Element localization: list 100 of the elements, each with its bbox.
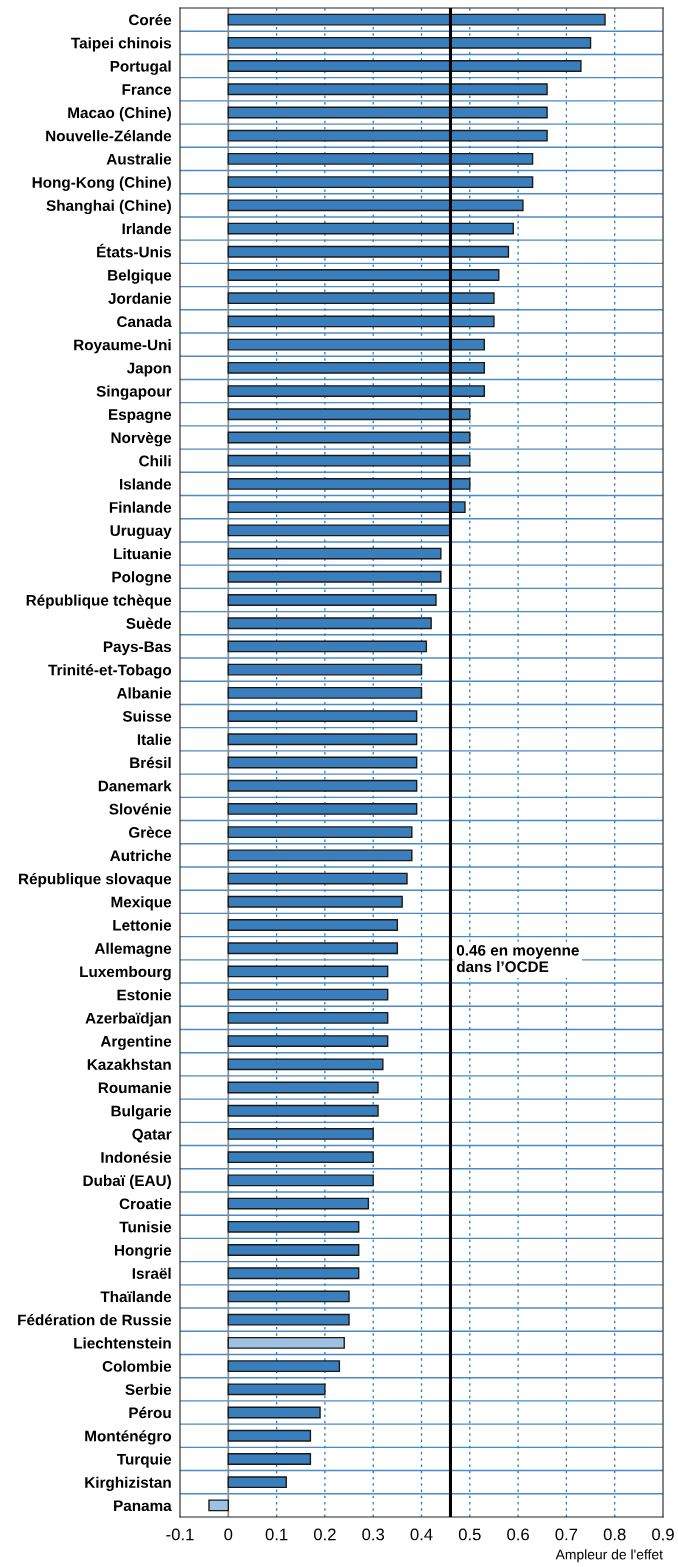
x-tick-label: 0.7 (555, 1528, 578, 1541)
bar (227, 895, 403, 908)
bar (227, 686, 423, 699)
bar (227, 315, 495, 328)
y-tick-label: Liechtenstein (74, 1337, 171, 1349)
x-axis-title: Ampleur de l'effet (555, 1549, 663, 1563)
bar (227, 338, 485, 351)
y-tick-label: Corée (128, 13, 172, 26)
y-tick-label: Dubaï (EAU) (83, 1174, 171, 1190)
bar (227, 1197, 370, 1210)
y-tick-label: Irlande (122, 223, 172, 235)
x-tick-label: 0.3 (362, 1528, 385, 1541)
y-tick-label: Grèce (128, 826, 172, 838)
bar (227, 1174, 374, 1187)
x-tick-label: -0.1 (166, 1528, 194, 1541)
bar (208, 1499, 229, 1512)
y-tick-label: Albanie (116, 687, 172, 699)
x-tick-label: 0.9 (652, 1528, 674, 1541)
bar (227, 501, 466, 514)
bar (227, 1476, 287, 1489)
y-tick-label: Panama (114, 1500, 172, 1512)
y-tick-label: Royaume-Uni (74, 339, 171, 354)
bar (227, 524, 452, 537)
bar (227, 1429, 312, 1442)
x-tick-label: 0.6 (507, 1528, 529, 1541)
y-tick-label: Pologne (112, 571, 172, 586)
y-tick-label: Trinité-et-Tobago (48, 664, 172, 679)
bar (227, 1406, 321, 1419)
bar (227, 965, 389, 978)
bar (227, 710, 418, 722)
bar (227, 733, 418, 746)
y-tick-label: Belgique (108, 269, 172, 284)
bar (227, 663, 423, 676)
x-tick-label: 0.1 (265, 1528, 288, 1541)
y-tick-label: Monténégro (85, 1430, 172, 1445)
y-tick-label: Israël (132, 1267, 171, 1279)
bar (227, 942, 399, 955)
x-tick-label: 0.8 (603, 1528, 626, 1541)
y-tick-label: Lituanie (114, 548, 172, 560)
bar (227, 408, 471, 421)
y-tick-label: Luxembourg (80, 965, 171, 981)
y-tick-label: Nouvelle-Zélande (46, 130, 172, 142)
bar (227, 1360, 341, 1373)
y-tick-label: Autriche (110, 849, 172, 862)
bar (227, 1151, 374, 1164)
bar (227, 106, 548, 119)
y-tick-label: Allemagne (94, 942, 172, 957)
bar (227, 269, 500, 281)
y-tick-label: Pérou (129, 1406, 171, 1419)
y-tick-label: Italie (137, 733, 172, 745)
bar (227, 640, 428, 653)
y-tick-label: Pays-Bas (103, 641, 172, 656)
bar (227, 1081, 379, 1094)
x-tick-label: 0.2 (313, 1528, 336, 1541)
bar (227, 129, 548, 142)
y-tick-label: États-Unis (97, 243, 172, 258)
y-tick-label: Portugal (110, 60, 171, 75)
y-tick-label: Estonie (117, 989, 172, 1001)
y-tick-label: Mexique (111, 896, 172, 911)
bar (227, 1453, 312, 1465)
x-tick-label: 0.4 (410, 1528, 433, 1541)
bar (227, 547, 442, 560)
y-tick-label: Argentine (100, 1035, 172, 1050)
bar (227, 431, 471, 444)
bar (227, 36, 592, 49)
bar (227, 919, 399, 931)
bar (227, 872, 408, 885)
bar (227, 245, 510, 258)
bar (227, 361, 485, 374)
bar (227, 617, 432, 630)
y-tick-label: Brésil (130, 756, 171, 769)
y-tick-label: Indonésie (101, 1151, 172, 1163)
bar (227, 756, 418, 769)
x-tick-label: 0.5 (458, 1528, 481, 1541)
y-tick-label: Macao (Chine) (68, 106, 171, 122)
x-tick-label: 0 (224, 1528, 233, 1541)
bar (227, 594, 437, 606)
y-tick-label: Colombie (102, 1360, 172, 1372)
ref-line-label: 0.46 en moyenne dans l’OCDE (456, 944, 579, 973)
y-tick-label: Hong-Kong (Chine) (32, 176, 171, 191)
bar (227, 13, 606, 26)
y-tick-label: Finlande (109, 501, 172, 513)
bar (227, 570, 442, 583)
y-tick-label: Suède (126, 617, 172, 629)
bar (227, 1244, 360, 1256)
y-tick-label: Chili (139, 455, 171, 467)
y-tick-label: Australie (106, 153, 172, 165)
y-tick-label: République slovaque (19, 872, 172, 888)
bar (227, 292, 495, 305)
y-tick-label: Norvège (111, 431, 172, 447)
bar (227, 83, 548, 96)
bar (227, 779, 418, 792)
y-tick-label: Singapour (96, 385, 172, 400)
bar (227, 1290, 350, 1303)
y-tick-label: Japon (126, 362, 171, 377)
y-tick-label: Roumanie (98, 1081, 172, 1094)
y-tick-label: Fédération de Russie (18, 1314, 172, 1326)
bar (227, 803, 418, 815)
y-tick-label: Hongrie (114, 1244, 172, 1259)
y-tick-label: République tchèque (26, 594, 172, 609)
